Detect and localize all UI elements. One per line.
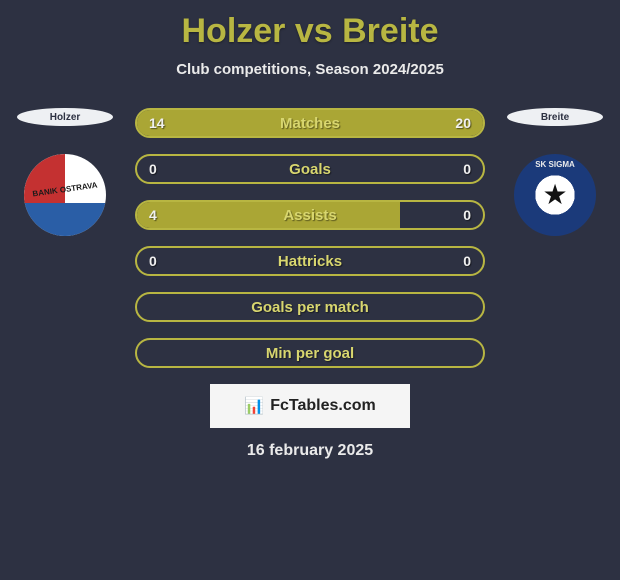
club-badge-right: SK SIGMA ★	[514, 154, 596, 236]
metric-label: Goals per match	[137, 299, 483, 316]
subtitle: Club competitions, Season 2024/2025	[0, 61, 620, 78]
metric-row: 1420Matches	[135, 108, 485, 138]
page-title: Holzer vs Breite	[0, 0, 620, 51]
chart-icon: 📊	[244, 396, 264, 416]
bars-container: 1420Matches 00Goals 40Assists 00Hattricks Go…	[135, 108, 485, 368]
metric-label: Hattricks	[137, 253, 483, 270]
star-icon: ★	[542, 178, 567, 211]
footer-brand-text: FcTables.com	[270, 397, 376, 415]
metric-row: 00Hattricks	[135, 246, 485, 276]
club-badge-right-text: SK SIGMA	[514, 160, 596, 169]
player-left-name: Holzer	[17, 108, 113, 126]
metric-label: Min per goal	[137, 345, 483, 362]
date-label: 16 february 2025	[0, 442, 620, 460]
metric-row: 40Assists	[135, 200, 485, 230]
player-left-column: Holzer BANIK OSTRAVA	[10, 108, 120, 236]
club-badge-left: BANIK OSTRAVA	[24, 154, 106, 236]
metric-row: 00Goals	[135, 154, 485, 184]
metric-label: Assists	[137, 207, 483, 224]
footer-brand-badge: 📊 FcTables.com	[210, 384, 410, 428]
player-right-name: Breite	[507, 108, 603, 126]
metric-row: Min per goal	[135, 338, 485, 368]
metric-row: Goals per match	[135, 292, 485, 322]
comparison-panel: Holzer BANIK OSTRAVA Breite SK SIGMA ★ 1…	[0, 108, 620, 368]
metric-label: Matches	[137, 115, 483, 132]
player-right-column: Breite SK SIGMA ★	[500, 108, 610, 236]
metric-label: Goals	[137, 161, 483, 178]
